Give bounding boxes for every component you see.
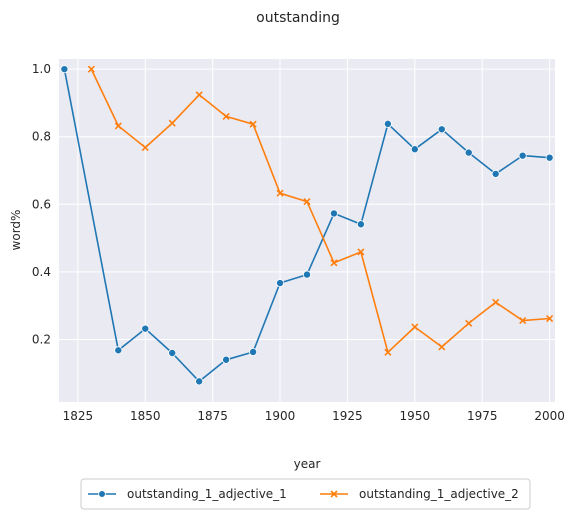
chart-title: outstanding — [256, 10, 340, 26]
data-point — [330, 259, 338, 267]
x-marker-stroke — [357, 248, 365, 256]
data-point — [303, 198, 311, 206]
data-point — [141, 324, 150, 333]
data-point — [546, 314, 554, 323]
y-tick-label: 0.2 — [32, 332, 51, 346]
data-point — [195, 377, 204, 386]
y-tick-label: 1.0 — [32, 62, 51, 76]
series-line — [90, 68, 550, 354]
x-marker-stroke — [249, 120, 257, 128]
series-line — [63, 68, 550, 383]
x-marker-stroke — [330, 259, 338, 267]
data-point — [168, 348, 177, 357]
data-point — [491, 169, 500, 178]
data-point — [438, 343, 446, 351]
x-tick-label: 1875 — [197, 409, 228, 423]
y-tick-labels: 0.2 0.4 0.6 0.8 1.0 — [32, 62, 51, 346]
x-marker-stroke — [546, 314, 554, 323]
grid-lines — [59, 59, 555, 402]
data-point — [276, 279, 285, 288]
data-point — [545, 153, 554, 162]
x-tick-label: 1950 — [400, 409, 431, 423]
x-marker-stroke — [411, 323, 419, 331]
data-point — [357, 248, 365, 256]
x-tick-labels: 1825 1850 1875 1900 1925 1950 1975 2000 — [63, 409, 565, 423]
legend-marker-2 — [330, 490, 338, 498]
x-tick-label: 1975 — [467, 409, 498, 423]
x-tick-label: 1925 — [332, 409, 363, 423]
x-marker-stroke — [303, 198, 311, 206]
data-point — [464, 148, 473, 157]
legend-box — [80, 478, 531, 510]
data-point — [518, 151, 527, 160]
x-marker-stroke — [87, 65, 95, 73]
y-tick-label: 0.6 — [32, 197, 51, 211]
legend-label-2: outstanding_1_adjective_2 — [359, 487, 519, 501]
x-marker-stroke — [438, 343, 446, 351]
x-tick-label: 2000 — [534, 409, 565, 423]
x-tick-label: 1900 — [265, 409, 296, 423]
data-point — [249, 120, 257, 128]
data-point — [384, 348, 392, 356]
data-point — [87, 65, 95, 73]
data-point — [114, 346, 123, 355]
x-axis-label: year — [294, 457, 321, 471]
x-marker-stroke — [168, 119, 176, 127]
data-point — [383, 119, 392, 128]
series-2 — [87, 65, 554, 356]
data-point — [249, 347, 258, 356]
data-point — [276, 189, 284, 197]
data-point — [168, 119, 176, 127]
x-marker-stroke — [222, 112, 230, 121]
x-marker-stroke — [114, 122, 122, 130]
data-point — [222, 112, 230, 121]
legend-marker-1 — [98, 490, 106, 498]
legend-label-1: outstanding_1_adjective_1 — [127, 487, 287, 501]
data-point — [410, 145, 419, 154]
data-point — [114, 122, 122, 130]
series-1 — [60, 65, 554, 386]
data-point — [302, 270, 311, 279]
data-point — [356, 220, 365, 229]
data-point — [465, 319, 473, 327]
x-marker-stroke — [276, 189, 284, 197]
x-marker-stroke — [141, 143, 149, 152]
x-tick-label: 1850 — [130, 409, 161, 423]
x-marker-stroke — [384, 348, 392, 356]
x-tick-label: 1825 — [63, 409, 94, 423]
data-point — [222, 355, 231, 364]
plot-area — [59, 59, 555, 402]
data-point — [492, 298, 500, 306]
series-layer — [60, 65, 554, 386]
data-point — [141, 143, 149, 152]
data-point — [60, 65, 69, 74]
data-point — [519, 316, 527, 325]
y-tick-label: 0.8 — [32, 130, 51, 144]
data-point — [329, 209, 338, 218]
data-point — [195, 91, 203, 99]
x-marker-stroke — [492, 298, 500, 306]
legend: outstanding_1_adjective_1 outstanding_1_… — [80, 478, 531, 510]
y-tick-label: 0.4 — [32, 265, 51, 279]
x-marker-stroke — [195, 91, 203, 99]
data-point — [411, 323, 419, 331]
y-axis-label: word% — [9, 210, 23, 251]
data-point — [437, 125, 446, 134]
x-marker-stroke — [519, 316, 527, 325]
x-marker-stroke — [465, 319, 473, 327]
